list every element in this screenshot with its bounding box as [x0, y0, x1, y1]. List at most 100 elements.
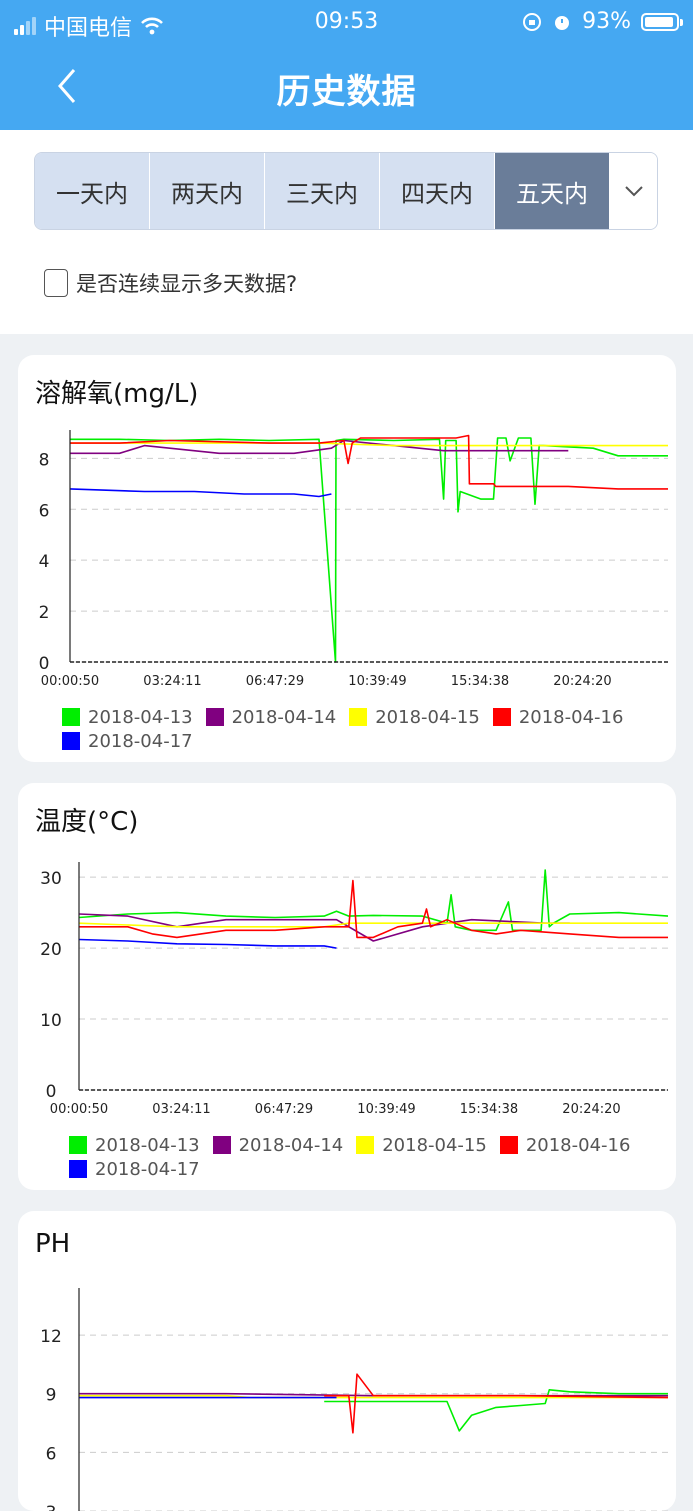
series-line-2018-04-13 [324, 1389, 668, 1432]
x-tick-label: 20:24:20 [562, 1102, 620, 1117]
legend-swatch [69, 1136, 87, 1154]
series-line-2018-04-16 [324, 1373, 669, 1434]
legend-label: 2018-04-16 [525, 1134, 631, 1156]
battery-icon [641, 12, 683, 31]
dissolved-oxygen-chart: 0 2 4 6 8 00:00:50 03:24:11 06:47:29 10:39:49 15:… [39, 430, 668, 689]
legend-item: 2018-04-14 [212, 1134, 344, 1156]
legend-item: 2018-04-15 [356, 1134, 487, 1156]
continuous-checkbox[interactable] [44, 269, 68, 297]
battery-percent: 93% [582, 9, 631, 34]
tab-one-day[interactable]: 一天内 [35, 153, 150, 229]
x-tick-label: 06:47:29 [255, 1102, 313, 1117]
x-tick-label: 15:34:38 [460, 1102, 518, 1117]
y-tick-label: 12 [40, 1327, 62, 1347]
ph-chart: 3 6 9 12 [40, 1288, 669, 1511]
legend-swatch [356, 1136, 375, 1154]
legend-swatch [349, 708, 368, 726]
ph-card: PH 3 6 9 12 [18, 1211, 676, 1511]
temperature-chart: 0 10 20 30 00:00:50 03:24:11 06:47:29 10:39:49 1… [40, 862, 669, 1117]
series-line-2018-04-13 [78, 869, 669, 932]
y-tick-label: 20 [40, 940, 62, 960]
chart-title: 温度(°C) [35, 807, 139, 837]
legend-swatch [205, 708, 224, 726]
legend-swatch [62, 708, 80, 726]
legend-item: 2018-04-13 [69, 1134, 200, 1156]
legend-item: 2018-04-13 [62, 706, 193, 728]
chevron-down-icon [624, 186, 643, 197]
legend-item: 2018-04-15 [349, 706, 480, 728]
x-tick-label: 00:00:50 [41, 674, 99, 689]
legend-label: 2018-04-17 [95, 1158, 200, 1180]
x-tick-label: 20:24:20 [553, 674, 611, 689]
y-tick-label: 0 [39, 654, 50, 674]
series-line-2018-04-14 [78, 913, 570, 942]
y-tick-label: 9 [46, 1386, 57, 1406]
y-tick-label: 10 [40, 1011, 62, 1031]
tab-three-days[interactable]: 三天内 [265, 153, 380, 229]
filter-panel: 一天内 两天内 三天内 四天内 五天内 是否连续显示多天数据? [0, 130, 693, 334]
legend-label: 2018-04-13 [88, 706, 193, 728]
legend-swatch [499, 1136, 518, 1154]
series-line-2018-04-17 [78, 938, 337, 949]
tab-five-days[interactable]: 五天内 [495, 153, 610, 229]
alarm-icon [555, 15, 570, 30]
carrier-name: 中国电信 [44, 16, 133, 41]
tab-four-days[interactable]: 四天内 [380, 153, 495, 229]
page-title: 历史数据 [276, 72, 417, 112]
legend-label: 2018-04-14 [238, 1134, 344, 1156]
legend-item: 2018-04-17 [69, 1158, 200, 1180]
y-tick-label: 4 [39, 552, 50, 572]
x-tick-label: 00:00:50 [50, 1102, 108, 1117]
series-line-2018-04-14 [70, 439, 569, 455]
continuous-display-option: 是否连续显示多天数据? [44, 268, 297, 298]
legend-swatch [69, 1160, 87, 1178]
legend-label: 2018-04-14 [231, 706, 337, 728]
status-bar: 中国电信 09:53 93% [0, 0, 693, 44]
y-tick-label: 30 [40, 869, 62, 889]
legend-swatch [212, 1136, 231, 1154]
series-line-2018-04-16 [79, 879, 668, 939]
rotation-lock-icon [523, 12, 542, 31]
chart-title: PH [35, 1229, 71, 1259]
wifi-icon [141, 17, 163, 35]
series-line-2018-04-15 [78, 922, 668, 928]
legend-item: 2018-04-17 [62, 730, 193, 752]
continuous-checkbox-label: 是否连续显示多天数据? [76, 272, 298, 296]
chart-legend: 2018-04-13 2018-04-14 2018-04-15 2018-04-16… [69, 1134, 669, 1180]
legend-item: 2018-04-16 [499, 1134, 631, 1156]
legend-item: 2018-04-14 [205, 706, 337, 728]
legend-label: 2018-04-13 [95, 1134, 200, 1156]
status-right: 93% [522, 9, 683, 34]
chart-title: 溶解氧(mg/L) [35, 379, 199, 409]
back-button[interactable] [52, 66, 82, 106]
legend-item: 2018-04-16 [492, 706, 624, 728]
legend-label: 2018-04-15 [382, 1134, 487, 1156]
x-tick-label: 06:47:29 [246, 674, 304, 689]
series-line-2018-04-13 [70, 437, 668, 663]
y-tick-label: 0 [46, 1082, 57, 1102]
x-tick-label: 15:34:38 [451, 674, 509, 689]
signal-icon [14, 17, 36, 35]
x-tick-label: 03:24:11 [152, 1102, 210, 1117]
series-line-2018-04-17 [69, 488, 332, 498]
x-tick-label: 10:39:49 [357, 1102, 415, 1117]
y-tick-label: 6 [46, 1444, 57, 1464]
more-dropdown-button[interactable] [610, 153, 657, 229]
tab-two-days[interactable]: 两天内 [150, 153, 265, 229]
y-tick-label: 3 [46, 1503, 57, 1511]
chart-legend: 2018-04-13 2018-04-14 2018-04-15 2018-04-16… [62, 706, 662, 752]
legend-label: 2018-04-16 [518, 706, 624, 728]
app-header: 中国电信 09:53 93% 历史数据 [0, 0, 693, 130]
legend-label: 2018-04-15 [375, 706, 480, 728]
x-tick-label: 10:39:49 [348, 674, 406, 689]
x-tick-label: 03:24:11 [143, 674, 201, 689]
y-tick-label: 6 [39, 501, 50, 521]
y-tick-label: 8 [39, 450, 50, 470]
series-line-2018-04-15 [79, 1394, 668, 1399]
dissolved-oxygen-card: 溶解氧(mg/L) 0 2 4 6 8 00:00:50 03:24:11 06:47:29 1… [18, 355, 676, 762]
status-time: 09:53 [314, 9, 379, 34]
series-line-2018-04-16 [70, 434, 668, 490]
legend-label: 2018-04-17 [88, 730, 193, 752]
carrier-info: 中国电信 [14, 10, 164, 42]
y-tick-label: 2 [39, 603, 50, 623]
